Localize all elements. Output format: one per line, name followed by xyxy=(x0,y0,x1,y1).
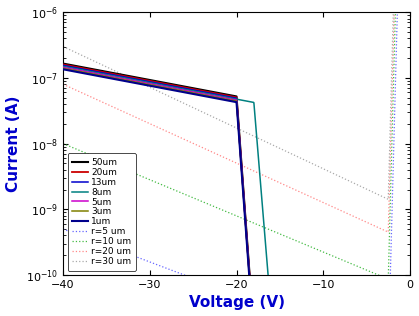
50um xyxy=(219,92,224,95)
r=10 um xyxy=(331,255,336,258)
r=5 um xyxy=(78,234,83,238)
r=30 um xyxy=(386,198,391,201)
r=5 um xyxy=(395,3,400,7)
50um xyxy=(61,62,66,65)
r=30 um xyxy=(78,53,83,57)
r=5 um xyxy=(395,9,400,13)
r=20 um xyxy=(386,230,391,234)
3um xyxy=(219,96,224,100)
Line: r=20 um: r=20 um xyxy=(63,0,407,232)
Line: 5um: 5um xyxy=(63,67,407,316)
r=20 um xyxy=(78,90,83,94)
20um xyxy=(219,93,224,96)
13um xyxy=(219,94,224,97)
r=5 um xyxy=(61,227,66,231)
Line: 8um: 8um xyxy=(63,66,407,316)
r=10 um xyxy=(386,277,391,281)
Line: r=10 um: r=10 um xyxy=(63,0,407,279)
1um xyxy=(228,99,233,103)
X-axis label: Voltage (V): Voltage (V) xyxy=(189,295,285,310)
3um xyxy=(61,66,66,70)
r=20 um xyxy=(331,206,336,210)
Line: 1um: 1um xyxy=(63,69,407,316)
1um xyxy=(78,71,83,75)
r=5 um xyxy=(228,291,233,295)
8um xyxy=(61,64,66,68)
r=30 um xyxy=(331,172,336,176)
8um xyxy=(78,68,83,71)
3um xyxy=(228,98,233,102)
r=10 um xyxy=(228,211,233,215)
r=30 um xyxy=(61,45,66,48)
Line: 3um: 3um xyxy=(63,68,407,316)
r=10 um xyxy=(61,142,66,145)
Line: r=5 um: r=5 um xyxy=(63,0,407,316)
5um xyxy=(228,97,233,101)
8um xyxy=(219,94,224,98)
r=5 um xyxy=(219,287,224,291)
r=20 um xyxy=(228,158,233,162)
r=10 um xyxy=(219,208,224,211)
r=20 um xyxy=(219,154,224,158)
20um xyxy=(78,66,83,70)
8um xyxy=(228,96,233,100)
20um xyxy=(228,94,233,98)
13um xyxy=(228,95,233,99)
5um xyxy=(78,69,83,72)
1um xyxy=(61,67,66,71)
r=20 um xyxy=(61,82,66,86)
Legend: 50um, 20um, 13um, 8um, 5um, 3um, 1um, r=5 um, r=10 um, r=20 um, r=30 um: 50um, 20um, 13um, 8um, 5um, 3um, 1um, r=… xyxy=(67,154,136,270)
3um xyxy=(78,70,83,74)
Line: 50um: 50um xyxy=(63,64,407,316)
Line: r=30 um: r=30 um xyxy=(63,0,407,199)
50um xyxy=(78,65,83,69)
13um xyxy=(78,67,83,70)
r=30 um xyxy=(228,123,233,127)
13um xyxy=(61,64,66,67)
5um xyxy=(61,65,66,69)
1um xyxy=(219,97,224,101)
r=30 um xyxy=(219,119,224,123)
50um xyxy=(228,94,233,97)
20um xyxy=(61,63,66,66)
5um xyxy=(219,95,224,99)
r=10 um xyxy=(78,149,83,153)
Line: 20um: 20um xyxy=(63,64,407,316)
Y-axis label: Current (A): Current (A) xyxy=(5,95,21,192)
Line: 13um: 13um xyxy=(63,65,407,316)
